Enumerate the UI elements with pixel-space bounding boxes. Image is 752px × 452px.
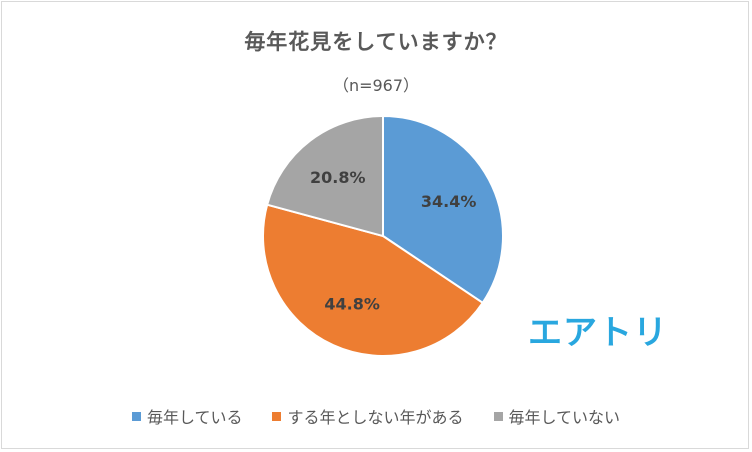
- legend-swatch: [272, 411, 282, 421]
- pie-slice-label-2: 44.8%: [324, 295, 380, 314]
- brand-logo: エアトリ: [528, 313, 668, 353]
- legend-label: する年としない年がある: [287, 408, 464, 427]
- pie-slice-1: [382, 114, 504, 305]
- legend-swatch: [131, 411, 141, 421]
- chart-title: 毎年花見をしていますか？: [244, 30, 508, 54]
- pie-slice-label-1: 34.4%: [421, 192, 477, 211]
- legend-swatch: [493, 411, 503, 421]
- chart-subtitle: （n=967）: [332, 76, 420, 95]
- pie-slice-3: [265, 114, 384, 238]
- legend: 毎年している する年としない年がある 毎年していない: [0, 404, 752, 428]
- legend-label: 毎年していない: [508, 408, 621, 427]
- legend-item-2: する年としない年がある: [272, 404, 464, 428]
- pie-slice-label-3: 20.8%: [310, 168, 366, 187]
- pie-slice-2: [262, 203, 485, 357]
- legend-item-1: 毎年している: [131, 404, 243, 428]
- legend-item-3: 毎年していない: [493, 404, 621, 428]
- legend-label: 毎年している: [146, 408, 243, 427]
